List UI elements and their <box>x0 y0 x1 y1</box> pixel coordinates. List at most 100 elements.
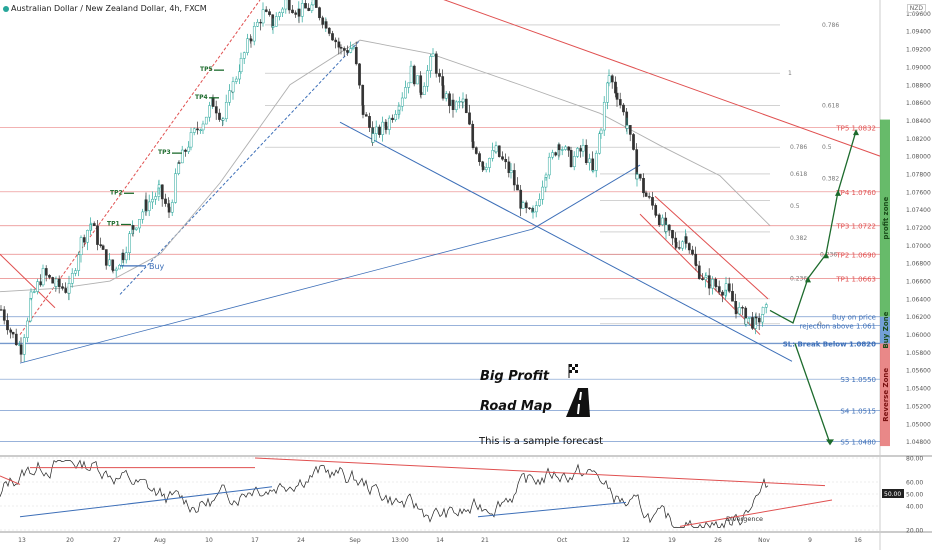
candle-body <box>622 104 625 113</box>
candle-body <box>519 189 523 209</box>
candle-body <box>757 317 761 323</box>
candle-body <box>531 211 535 213</box>
candle-body <box>704 275 708 278</box>
channel-dashed-line <box>19 0 261 335</box>
candle-body <box>677 247 681 249</box>
candle-body <box>494 145 498 153</box>
candle-body <box>92 223 96 226</box>
price-tick-label: 1.07600 <box>906 189 931 196</box>
candle-body <box>14 333 18 346</box>
level-label: TP5 1.0832 <box>835 125 876 133</box>
candle-body <box>167 206 171 213</box>
time-tick-label: 12 <box>622 537 630 544</box>
candle-body <box>259 21 263 24</box>
time-tick-label: 27 <box>113 537 121 544</box>
candle-body <box>724 283 728 291</box>
candle-body <box>271 26 275 28</box>
forecast-arrowhead <box>805 276 811 283</box>
candle-body <box>471 141 475 149</box>
candle-body <box>224 102 228 120</box>
candle-body <box>284 0 288 10</box>
fib-label: 0.5 <box>790 203 800 210</box>
candle-body <box>481 161 485 167</box>
candle-body <box>507 161 511 174</box>
price-tick-label: 1.06000 <box>906 332 931 339</box>
candle-body <box>547 156 551 176</box>
resistance-trendline <box>0 253 56 309</box>
candle-body <box>189 132 193 148</box>
candle-body <box>409 65 413 84</box>
candle-body <box>588 158 591 163</box>
candle-body <box>118 264 121 270</box>
candle-body <box>644 192 648 197</box>
candle-body <box>717 286 721 293</box>
candle-body <box>154 196 158 200</box>
price-tick-label: 1.05600 <box>906 368 931 375</box>
candle-body <box>602 102 606 131</box>
candle-body <box>96 225 99 245</box>
candle-body <box>218 112 221 120</box>
candle-body <box>39 281 43 286</box>
tp-marker-label: TP3 <box>158 149 171 156</box>
time-tick-label: Aug <box>154 537 166 544</box>
candle-body <box>170 202 174 213</box>
candle-body <box>625 125 629 129</box>
candle-body <box>497 145 501 157</box>
candle-body <box>426 70 429 87</box>
candle-body <box>101 245 105 250</box>
time-tick-label: 24 <box>297 537 305 544</box>
candle-body <box>242 52 246 59</box>
candle-body <box>221 118 225 121</box>
candle-body <box>318 7 321 19</box>
price-tick-label: 1.05000 <box>906 421 931 428</box>
fib-label: 0.382 <box>790 235 807 242</box>
candle-body <box>177 162 181 174</box>
flag-square <box>569 364 572 367</box>
candle-body <box>528 207 531 209</box>
candle-body <box>160 184 164 200</box>
candle-body <box>557 144 561 151</box>
candle-body <box>744 318 748 325</box>
candle-body <box>591 170 595 172</box>
candle-body <box>381 121 385 135</box>
candle-body <box>521 202 525 209</box>
candle-body <box>564 146 567 150</box>
candle-body <box>560 149 564 151</box>
candle-body <box>331 33 334 41</box>
candle-body <box>281 8 285 14</box>
flag-square <box>575 364 578 367</box>
candle-body <box>314 0 318 8</box>
time-tick-label: 16 <box>854 537 862 544</box>
candle-body <box>721 291 724 296</box>
time-tick-label: 26 <box>714 537 722 544</box>
candle-body <box>321 17 325 25</box>
candle-body <box>41 268 45 286</box>
candle-body <box>151 198 154 203</box>
candle-body <box>264 9 268 12</box>
candle-body <box>614 81 617 94</box>
rsi-support-trendline <box>19 486 273 518</box>
chart-title-text: Australian Dollar / New Zealand Dollar, … <box>11 4 207 13</box>
candle-body <box>751 317 754 329</box>
price-tick-label: 1.07000 <box>906 243 931 250</box>
candle-body <box>354 47 358 65</box>
candle-body <box>300 3 304 17</box>
flag-square <box>572 367 575 370</box>
candle-body <box>204 116 208 125</box>
candle-body <box>697 265 701 279</box>
candle-body <box>36 281 39 292</box>
candle-body <box>358 63 361 86</box>
level-label: SL: Break Below 1.0820 <box>783 340 876 348</box>
rsi-resistance-line <box>0 475 21 485</box>
rsi-tick-label: 60.00 <box>906 480 923 487</box>
candle-body <box>451 99 455 110</box>
candle-body <box>551 152 554 158</box>
candle-body <box>651 197 654 206</box>
profit-zone-label: profit zone <box>882 196 890 239</box>
candle-body <box>231 81 235 93</box>
candle-body <box>711 279 714 289</box>
candle-body <box>454 101 458 110</box>
candle-body <box>618 99 622 106</box>
